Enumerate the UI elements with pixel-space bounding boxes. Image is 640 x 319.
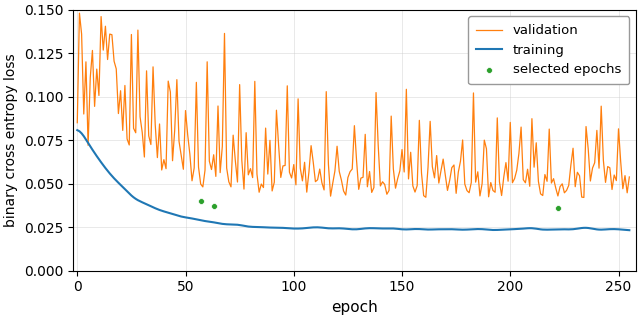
training bbox=[522, 226, 529, 230]
validation bbox=[74, 121, 81, 125]
Legend: validation, training, selected epochs: validation, training, selected epochs bbox=[468, 16, 629, 84]
Line: training: training bbox=[77, 130, 629, 230]
training bbox=[246, 225, 254, 229]
Line: validation: validation bbox=[77, 13, 629, 197]
selected epochs bbox=[209, 204, 219, 209]
training bbox=[277, 226, 285, 230]
Y-axis label: binary cross entropy loss: binary cross entropy loss bbox=[4, 53, 18, 227]
validation bbox=[524, 167, 531, 171]
validation bbox=[76, 11, 83, 15]
validation bbox=[625, 175, 633, 179]
training bbox=[314, 226, 321, 229]
validation bbox=[285, 170, 293, 174]
validation bbox=[580, 196, 588, 199]
training bbox=[74, 128, 81, 132]
validation bbox=[316, 167, 324, 171]
validation bbox=[279, 164, 287, 168]
selected epochs bbox=[553, 205, 563, 211]
validation bbox=[348, 167, 356, 171]
X-axis label: epoch: epoch bbox=[331, 300, 378, 315]
training bbox=[284, 226, 291, 230]
validation bbox=[249, 176, 257, 180]
selected epochs bbox=[196, 198, 206, 204]
training bbox=[346, 227, 354, 231]
training bbox=[625, 228, 633, 232]
